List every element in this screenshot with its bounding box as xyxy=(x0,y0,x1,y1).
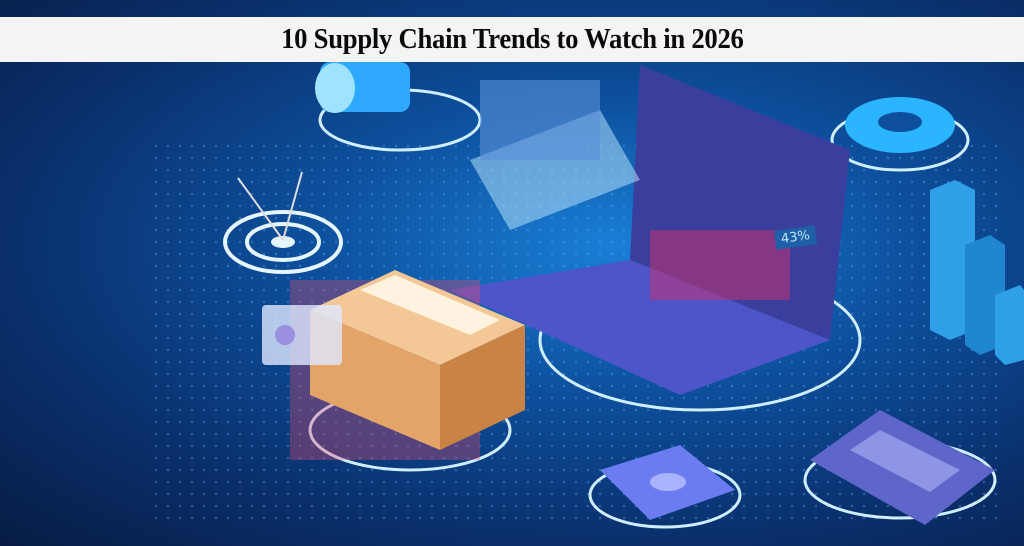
target-icon xyxy=(223,171,343,274)
title-banner: 10 Supply Chain Trends to Watch in 2026 xyxy=(0,17,1024,62)
megaphone-icon xyxy=(315,62,482,152)
calculator-icon xyxy=(803,410,997,525)
page-title: 10 Supply Chain Trends to Watch in 2026 xyxy=(280,23,744,55)
laptop-icon xyxy=(450,65,862,412)
package-box-icon xyxy=(262,270,525,472)
money-icon xyxy=(588,445,742,529)
gear-icon xyxy=(830,97,970,172)
bar-chart-icon xyxy=(930,180,1024,365)
